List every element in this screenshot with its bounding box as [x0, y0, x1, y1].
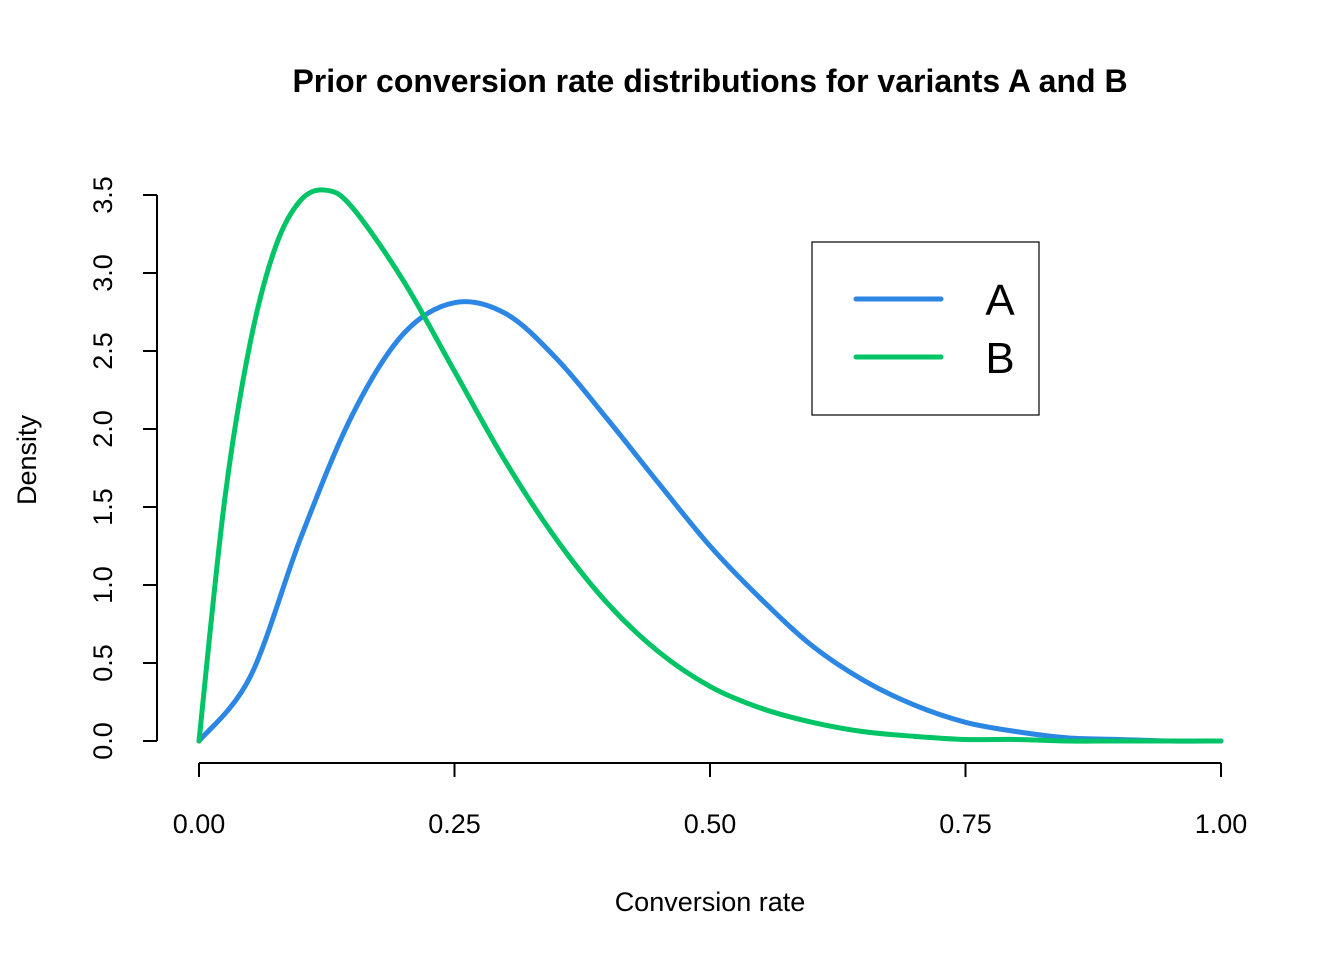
y-tick-label: 3.5 — [88, 176, 118, 214]
y-tick-label: 2.5 — [88, 332, 118, 370]
y-tick-label: 1.5 — [88, 488, 118, 526]
plot-lines — [196, 187, 1224, 744]
y-tick-label: 0.0 — [88, 722, 118, 760]
y-tick-label: 0.5 — [88, 644, 118, 682]
y-tick-label: 1.0 — [88, 566, 118, 604]
legend: AB — [811, 241, 1040, 416]
series-line-a — [196, 299, 1224, 744]
y-tick-label: 2.0 — [88, 410, 118, 448]
series-line-b — [196, 187, 1224, 744]
legend-box — [811, 241, 1040, 416]
legend-label-b: B — [985, 334, 1014, 383]
y-axis: 0.0 0.5 1.0 1.5 2.0 2.5 3.0 3.5 — [88, 176, 158, 760]
x-tick-label: 0.25 — [428, 809, 481, 839]
x-axis: 0.00 0.25 0.50 0.75 1.00 — [173, 762, 1248, 839]
x-tick-label: 0.75 — [939, 809, 992, 839]
legend-label-a: A — [985, 276, 1015, 325]
chart-title: Prior conversion rate distributions for … — [292, 63, 1127, 99]
y-axis-label: Density — [12, 414, 42, 505]
y-tick-label: 3.0 — [88, 254, 118, 292]
x-axis-label: Conversion rate — [615, 887, 806, 917]
x-tick-label: 1.00 — [1195, 809, 1248, 839]
x-tick-label: 0.00 — [173, 809, 226, 839]
x-tick-label: 0.50 — [684, 809, 737, 839]
